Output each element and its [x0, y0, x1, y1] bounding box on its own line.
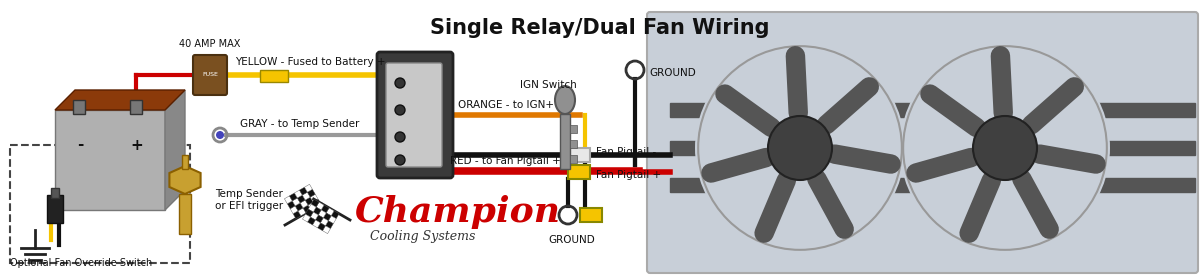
Bar: [580, 208, 602, 222]
Bar: [179, 194, 191, 234]
Bar: [47, 195, 64, 223]
Polygon shape: [305, 209, 313, 217]
Text: RED - to Fan Pigtail +: RED - to Fan Pigtail +: [450, 156, 560, 166]
Polygon shape: [316, 215, 323, 223]
Text: +: +: [131, 137, 143, 153]
Polygon shape: [302, 192, 311, 200]
Bar: [570, 125, 577, 133]
Ellipse shape: [768, 116, 832, 180]
Circle shape: [395, 155, 406, 165]
Polygon shape: [320, 218, 329, 226]
Circle shape: [395, 132, 406, 142]
Polygon shape: [169, 166, 200, 194]
Circle shape: [395, 78, 406, 88]
FancyBboxPatch shape: [193, 55, 227, 95]
Polygon shape: [55, 90, 185, 110]
Polygon shape: [325, 221, 334, 229]
Polygon shape: [318, 210, 326, 218]
Bar: [130, 100, 142, 114]
Circle shape: [216, 131, 224, 139]
Polygon shape: [284, 196, 293, 204]
Bar: [182, 155, 188, 169]
Polygon shape: [329, 216, 336, 224]
Polygon shape: [305, 184, 312, 192]
Polygon shape: [293, 198, 300, 206]
Bar: [73, 100, 85, 114]
Polygon shape: [326, 208, 334, 216]
Polygon shape: [307, 189, 316, 197]
Text: GRAY - to Temp Sender: GRAY - to Temp Sender: [240, 119, 359, 129]
Polygon shape: [312, 220, 320, 228]
Text: Fan Pigtail +: Fan Pigtail +: [596, 170, 661, 180]
Bar: [50, 188, 59, 198]
Polygon shape: [318, 223, 325, 231]
Ellipse shape: [973, 116, 1037, 180]
Bar: [670, 178, 1195, 192]
Bar: [568, 165, 590, 179]
FancyBboxPatch shape: [647, 12, 1198, 273]
Polygon shape: [311, 199, 319, 207]
Text: GROUND: GROUND: [649, 68, 696, 78]
Polygon shape: [302, 214, 311, 222]
Polygon shape: [331, 211, 340, 219]
Text: Temp Sender
or EFI trigger: Temp Sender or EFI trigger: [215, 189, 283, 211]
Bar: [568, 148, 590, 162]
Text: IGN Switch: IGN Switch: [520, 80, 577, 90]
Polygon shape: [298, 195, 305, 203]
Polygon shape: [295, 203, 304, 211]
Text: ORANGE - to IGN+: ORANGE - to IGN+: [458, 100, 554, 110]
Text: Fan Pigtail -: Fan Pigtail -: [596, 147, 656, 157]
Polygon shape: [307, 217, 316, 225]
Polygon shape: [316, 202, 324, 210]
Ellipse shape: [900, 43, 1110, 253]
Bar: [670, 141, 1195, 155]
Polygon shape: [293, 211, 301, 219]
Polygon shape: [300, 200, 308, 208]
Polygon shape: [308, 202, 316, 210]
Polygon shape: [304, 205, 311, 213]
Polygon shape: [311, 212, 318, 220]
Polygon shape: [313, 199, 322, 207]
Text: Optional Fan Override Switch: Optional Fan Override Switch: [10, 258, 152, 268]
Bar: [670, 103, 1195, 117]
Ellipse shape: [554, 86, 575, 114]
Polygon shape: [294, 190, 302, 198]
Polygon shape: [323, 226, 330, 233]
Polygon shape: [300, 187, 307, 195]
Polygon shape: [298, 208, 306, 216]
Bar: [560, 114, 570, 169]
Bar: [260, 70, 288, 82]
Polygon shape: [313, 207, 322, 215]
Polygon shape: [166, 90, 185, 210]
Polygon shape: [322, 205, 329, 213]
Polygon shape: [305, 197, 313, 205]
Text: FUSE: FUSE: [202, 73, 218, 78]
Text: Single Relay/Dual Fan Wiring: Single Relay/Dual Fan Wiring: [431, 18, 769, 38]
Text: 40 AMP MAX: 40 AMP MAX: [179, 39, 241, 49]
Text: Champion: Champion: [355, 195, 562, 229]
Polygon shape: [289, 193, 298, 201]
Bar: [10, 145, 190, 263]
Polygon shape: [323, 213, 331, 221]
Ellipse shape: [695, 43, 905, 253]
Polygon shape: [290, 206, 298, 214]
Polygon shape: [55, 110, 166, 210]
FancyBboxPatch shape: [377, 52, 454, 178]
Polygon shape: [311, 194, 318, 202]
Text: Cooling Systems: Cooling Systems: [370, 230, 475, 243]
FancyBboxPatch shape: [386, 63, 442, 167]
Bar: [570, 140, 577, 148]
Text: GROUND: GROUND: [548, 235, 595, 245]
Polygon shape: [308, 204, 316, 212]
Text: -: -: [77, 137, 83, 153]
Bar: [570, 155, 577, 163]
Circle shape: [395, 105, 406, 115]
Polygon shape: [287, 201, 295, 209]
Text: YELLOW - Fused to Battery +: YELLOW - Fused to Battery +: [235, 57, 385, 67]
